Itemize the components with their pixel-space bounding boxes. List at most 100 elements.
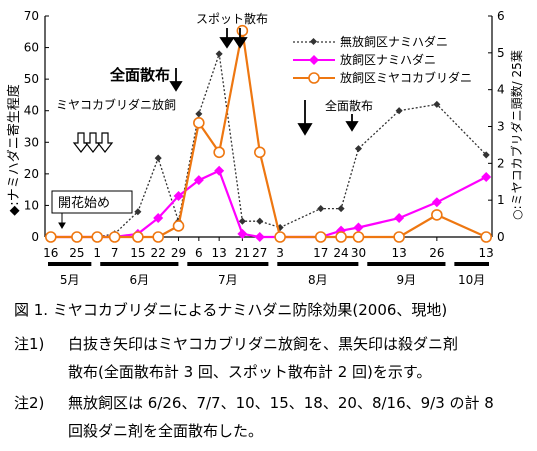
series-2-point-2 <box>91 231 104 243</box>
full2-arrows <box>297 100 359 136</box>
series-2-point-3 <box>108 231 121 243</box>
series-2-point-15 <box>393 231 405 243</box>
x-tick-label-13: 24 <box>333 246 348 260</box>
series-1-point-16 <box>481 172 492 183</box>
note1-label: 注1) <box>14 335 45 353</box>
series-0-point-16 <box>433 100 441 108</box>
x-tick-label-4: 15 <box>130 246 145 260</box>
figure-caption: 図 1. ミヤコカブリダニによるナミハダニ防除効果(2006、現地) <box>14 301 448 319</box>
y-left-tick-label-4: 40 <box>24 104 39 118</box>
month-bar-0 <box>48 262 92 266</box>
y-right-tick-label-2: 2 <box>497 156 505 170</box>
y-left-tick-label-7: 70 <box>24 9 39 23</box>
month-label-4: 9月 <box>397 273 417 287</box>
legend: 無放飼区ナミハダニ 放飼区ナミハダニ 放飼区ミヤコカブリダニ <box>293 34 472 85</box>
series-0-point-4 <box>134 208 142 216</box>
series-1-point-5 <box>153 213 164 224</box>
note2-line1: 無放飼区は 6/26、7/7、10、15、18、20、8/16、9/3 の計 8 <box>68 394 494 412</box>
month-label-5: 10月 <box>458 273 485 287</box>
series-2-point-0 <box>45 231 57 243</box>
series-1-point-10 <box>254 232 265 242</box>
series-2-point-14 <box>352 231 365 243</box>
month-bar-4 <box>367 262 446 266</box>
annotation-full2: 全面散布 <box>325 98 373 113</box>
series-1-point-15 <box>431 197 442 208</box>
series-0-point-17 <box>482 151 490 159</box>
spot-arrows <box>219 28 248 49</box>
annotation-full1: 全面散布 <box>109 66 170 84</box>
series-2-point-9 <box>236 24 249 37</box>
series-2-point-13 <box>335 231 347 243</box>
y-right-tick-label-1: 1 <box>497 193 505 207</box>
x-tick-label-8: 13 <box>212 246 227 260</box>
series-2-point-12 <box>314 231 327 243</box>
y-left-tick-label-3: 30 <box>24 135 39 149</box>
series-0-point-7 <box>195 110 203 118</box>
x-tick-label-7: 6 <box>195 246 203 260</box>
x-tick-label-15: 13 <box>391 246 406 260</box>
month-label-2: 7月 <box>218 273 238 287</box>
series-0-point-8 <box>215 50 223 58</box>
x-tick-label-0: 16 <box>43 246 58 260</box>
series-2-point-1 <box>71 231 83 243</box>
month-bar-3 <box>277 262 359 266</box>
series-2-point-5 <box>152 231 165 243</box>
flower-arrow <box>58 213 66 229</box>
x-tick-label-12: 17 <box>313 246 328 260</box>
series-2-point-4 <box>132 231 144 243</box>
series-0-point-14 <box>354 145 363 153</box>
legend-label-1: 放飼区ナミハダニ <box>340 52 436 67</box>
month-bar-5 <box>454 262 489 266</box>
series-0-point-15 <box>395 107 403 115</box>
series-0-point-10 <box>256 217 264 225</box>
x-tick-label-6: 29 <box>171 246 186 260</box>
note2-label: 注2) <box>14 394 45 412</box>
series-1-point-6 <box>173 190 184 201</box>
y-right-tick-label-5: 5 <box>497 46 505 60</box>
series-1-point-9 <box>237 228 248 239</box>
annotation-release: ミヤコカブリダニ放飼 <box>56 97 176 112</box>
y-left-tick-label-5: 50 <box>24 72 39 86</box>
series-2-point-16 <box>431 209 443 221</box>
x-tick-label-1: 25 <box>69 246 84 260</box>
full1-arrow <box>169 68 183 92</box>
series-2-point-11 <box>274 231 286 243</box>
series-2-point-17 <box>480 231 492 243</box>
legend-label-2: 放飼区ミヤコカブリダニ <box>340 70 472 85</box>
x-tick-label-14: 30 <box>351 246 366 260</box>
y-left-label: ◆:ナミハダニ寄生程度 <box>6 84 22 215</box>
y-left-tick-label-6: 60 <box>24 41 39 55</box>
y-left-tick-label-0: 0 <box>31 230 39 244</box>
y-right-tick-label-0: 0 <box>497 230 505 244</box>
note1-line2: 散布(全面散布計 3 回、スポット散布計 2 回)を示す。 <box>68 363 432 381</box>
series-2-point-7 <box>193 117 205 129</box>
series-2-point-8 <box>213 146 225 159</box>
series-0-point-13 <box>337 205 345 213</box>
month-bar-2 <box>187 262 269 266</box>
x-tick-label-5: 22 <box>151 246 166 260</box>
annotation-flower: 開花始め <box>58 195 110 211</box>
month-label-3: 8月 <box>308 273 328 287</box>
x-tick-label-3: 7 <box>111 246 119 260</box>
x-tick-label-17: 13 <box>479 246 494 260</box>
series-0-point-9 <box>238 217 246 225</box>
series-0-point-5 <box>154 154 162 162</box>
month-bar-1 <box>100 262 179 266</box>
note2-line2: 回殺ダニ剤を全面散布した。 <box>68 422 264 440</box>
series-1-point-14 <box>394 213 405 224</box>
series-2-point-10 <box>253 146 266 159</box>
y-right-tick-label-4: 4 <box>497 83 505 97</box>
series-2-point-6 <box>172 220 185 232</box>
series-0-point-12 <box>317 205 325 213</box>
series-1-point-13 <box>353 222 364 233</box>
x-tick-label-2: 1 <box>93 246 101 260</box>
x-tick-label-16: 26 <box>429 246 444 260</box>
y-right-tick-label-3: 3 <box>497 120 505 134</box>
x-tick-label-10: 27 <box>252 246 267 260</box>
y-left-tick-label-1: 10 <box>24 198 39 212</box>
x-tick-label-11: 3 <box>276 246 284 260</box>
series-1-point-7 <box>193 175 204 186</box>
y-left-tick-label-2: 20 <box>24 167 39 181</box>
release-arrows <box>72 132 114 153</box>
